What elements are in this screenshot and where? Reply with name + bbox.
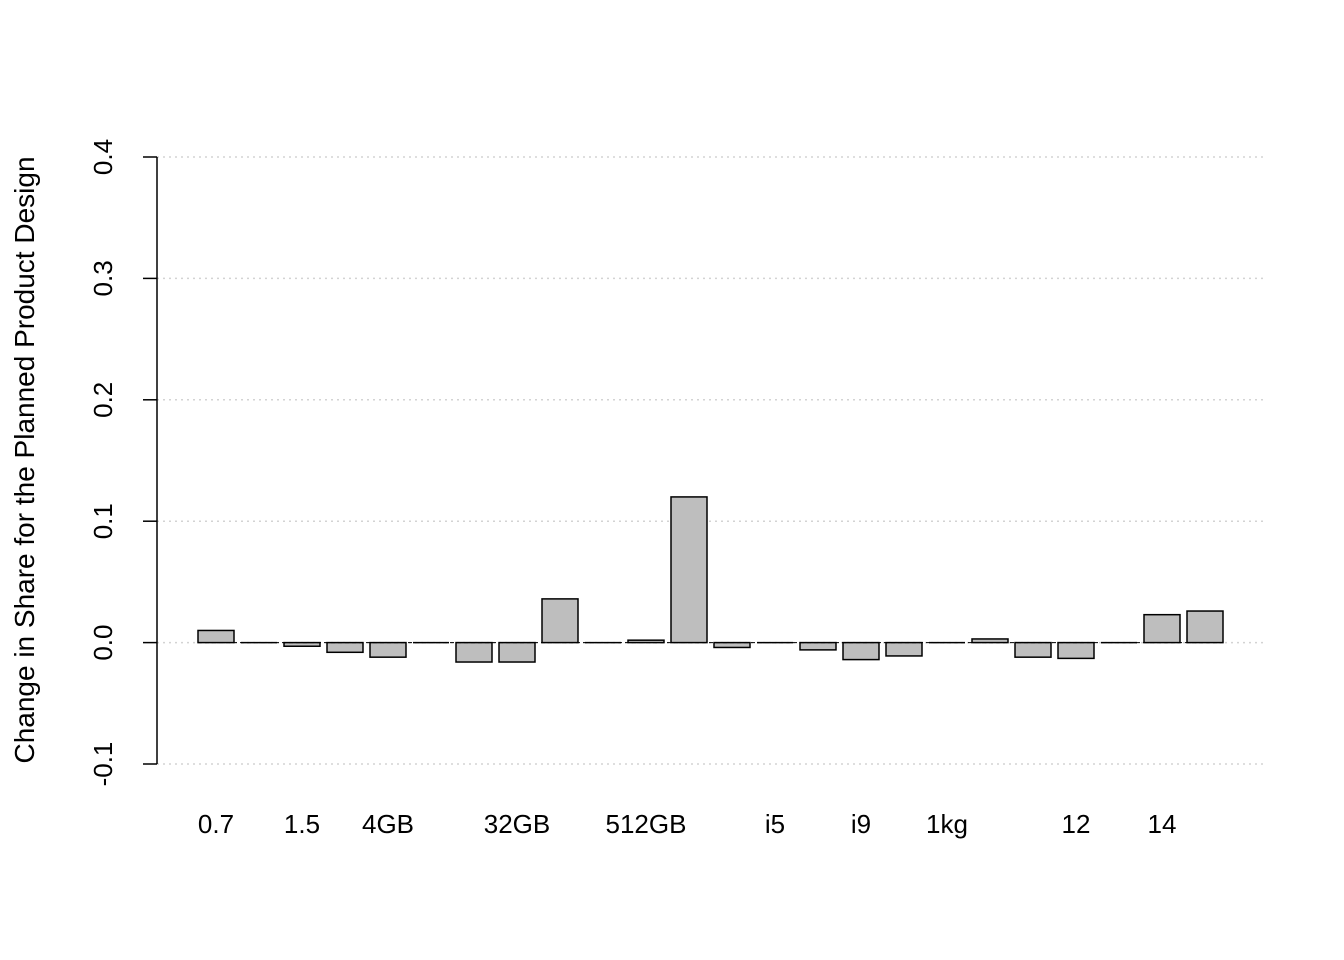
y-axis: -0.1 0.0 0.1 0.2 0.3 0.4: [88, 139, 158, 787]
bar: [1143, 613, 1181, 644]
x-tick-labels: 0.7 1.5 4GB 32GB 512GB i5 i9 1kg 12 14: [198, 809, 1177, 839]
bar: [713, 641, 751, 649]
bar: [283, 641, 321, 647]
bar: [541, 598, 579, 644]
bar: [670, 496, 708, 644]
y-tick-label: 0.4: [88, 139, 118, 175]
bar: [1014, 641, 1052, 658]
x-tick-label: 12: [1062, 809, 1091, 839]
y-tick-label: 0.0: [88, 625, 118, 661]
x-tick-label: 1kg: [926, 809, 968, 839]
x-tick-label: 512GB: [606, 809, 687, 839]
bar: [1186, 610, 1224, 644]
x-tick-label: 1.5: [284, 809, 320, 839]
y-axis-title: Change in Share for the Planned Product …: [9, 156, 40, 763]
bar: [799, 641, 837, 651]
bar: [498, 641, 536, 663]
bars: [197, 496, 1224, 663]
bar: [369, 641, 407, 658]
x-tick-label: 32GB: [484, 809, 551, 839]
x-tick-label: 4GB: [362, 809, 414, 839]
y-tick-label: 0.2: [88, 382, 118, 418]
bar: [1057, 641, 1095, 660]
bar: [971, 638, 1009, 644]
gridlines: [157, 156, 1266, 765]
bar: [885, 641, 923, 657]
bar: [197, 629, 235, 644]
y-tick-label: 0.3: [88, 260, 118, 296]
y-tick-label: 0.1: [88, 503, 118, 539]
x-tick-label: 14: [1148, 809, 1177, 839]
x-tick-label: i5: [765, 809, 785, 839]
x-tick-label: 0.7: [198, 809, 234, 839]
x-tick-label: i9: [851, 809, 871, 839]
bar: [842, 641, 880, 661]
bar: [326, 641, 364, 654]
y-tick-label: -0.1: [88, 742, 118, 787]
bar: [455, 641, 493, 663]
